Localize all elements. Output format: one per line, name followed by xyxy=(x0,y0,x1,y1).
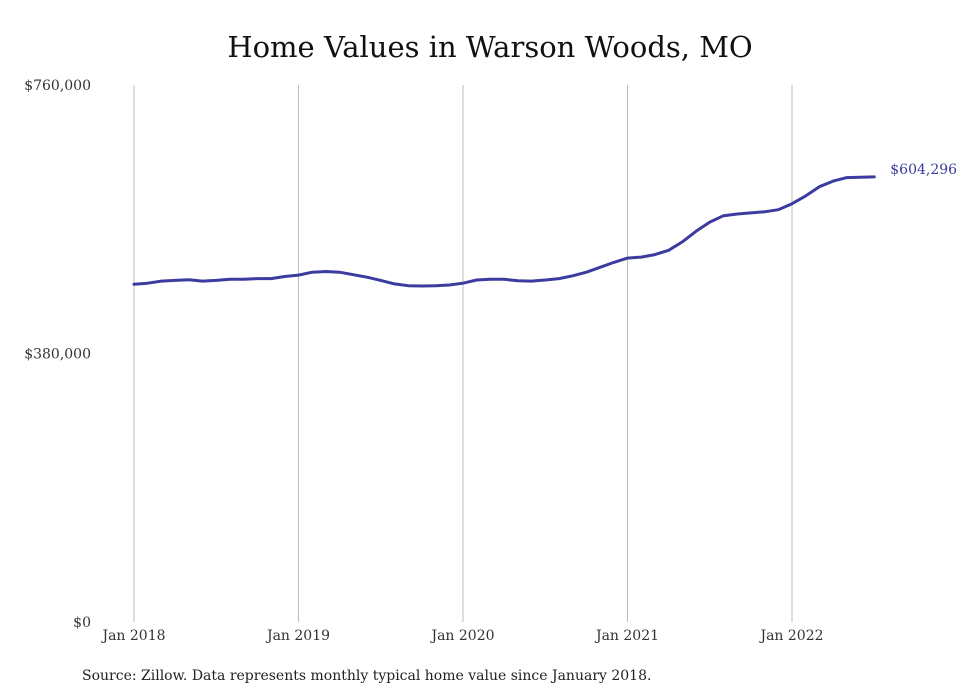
series-line xyxy=(132,175,876,288)
x-tick-label: Jan 2020 xyxy=(429,628,494,644)
x-tick-label: Jan 2018 xyxy=(100,628,165,644)
x-axis-ticks: Jan 2018 Jan 2019 Jan 2020 Jan 2021 Jan 2022 xyxy=(100,628,823,644)
y-tick-label: $0 xyxy=(73,615,91,631)
x-tick-label: Jan 2019 xyxy=(265,628,330,644)
x-tick-label: Jan 2021 xyxy=(594,628,659,644)
x-tick-label: Jan 2022 xyxy=(758,628,823,644)
source-note: Source: Zillow. Data represents monthly … xyxy=(82,668,652,684)
gridlines xyxy=(133,85,793,622)
y-axis-ticks: $0 $380,000 $760,000 xyxy=(24,78,91,631)
y-tick-label: $760,000 xyxy=(24,78,91,94)
end-value-label: $604,296 xyxy=(890,162,957,178)
series-layer xyxy=(132,175,876,288)
y-tick-label: $380,000 xyxy=(24,347,91,363)
chart-title: Home Values in Warson Woods, MO xyxy=(227,30,753,64)
